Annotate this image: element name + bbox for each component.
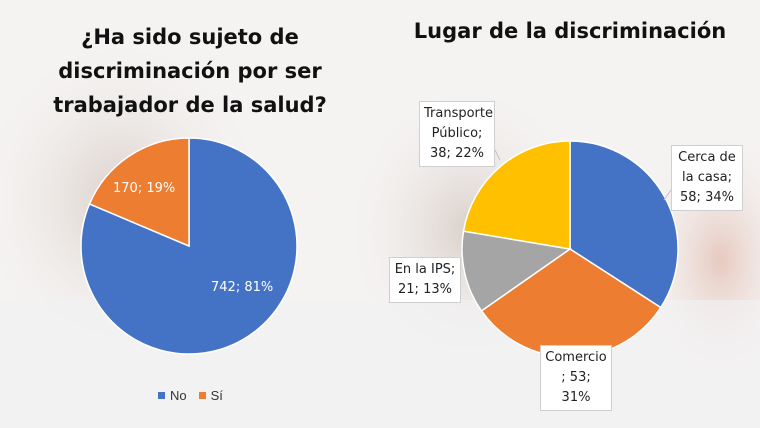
pie1 bbox=[80, 137, 298, 355]
legend-item-si: Sí bbox=[198, 388, 223, 403]
pie1-slice-sí bbox=[88, 137, 190, 248]
callout-line: Cerca de bbox=[678, 150, 736, 165]
chart1-title: ¿Ha sido sujeto de discriminación por se… bbox=[40, 20, 340, 122]
legend-label-si: Sí bbox=[210, 388, 223, 403]
callout-cerca-casa: Cerca de la casa; 58; 34% bbox=[671, 145, 743, 211]
callout-line: ; 53; 31% bbox=[561, 370, 591, 405]
callout-transporte-publico: Transporte Público; 38; 22% bbox=[419, 101, 495, 167]
leader-line bbox=[663, 189, 672, 201]
chart1-title-line: ¿Ha sido sujeto de bbox=[81, 25, 299, 49]
callout-en-la-ips: En la IPS; 21; 13% bbox=[389, 257, 461, 303]
legend-label-no: No bbox=[170, 388, 187, 403]
callout-line: Público; bbox=[431, 126, 483, 141]
slice-label-si: 170; 19% bbox=[113, 181, 176, 196]
legend-item-no: No bbox=[158, 388, 187, 403]
pie2-slice-transporte-público bbox=[462, 140, 571, 250]
legend-swatch-no bbox=[158, 392, 165, 399]
leader-lines bbox=[494, 149, 672, 201]
chart1-legend: No Sí bbox=[158, 388, 223, 403]
chart1-title-line: trabajador de la salud? bbox=[53, 93, 327, 117]
legend-swatch-si bbox=[198, 392, 206, 399]
callout-line: Comercio bbox=[545, 350, 607, 365]
pie2-slice-en-la-ips bbox=[461, 230, 572, 312]
callout-line: Transporte bbox=[424, 106, 493, 121]
callout-line: la casa; bbox=[682, 170, 732, 185]
callout-line: En la IPS; bbox=[394, 262, 456, 277]
pie1-slice-no bbox=[80, 137, 298, 355]
callout-comercio: Comercio ; 53; 31% bbox=[540, 345, 612, 411]
slice-label-no: 742; 81% bbox=[211, 280, 274, 295]
callout-line: 38; 22% bbox=[430, 146, 484, 161]
callout-line: 58; 34% bbox=[680, 190, 734, 205]
chart2-title: Lugar de la discriminación bbox=[413, 19, 727, 43]
pie2 bbox=[461, 140, 679, 358]
chart1-title-line: discriminación por ser bbox=[58, 59, 322, 83]
callout-line: 21; 13% bbox=[398, 282, 452, 297]
leader-line bbox=[494, 149, 501, 161]
